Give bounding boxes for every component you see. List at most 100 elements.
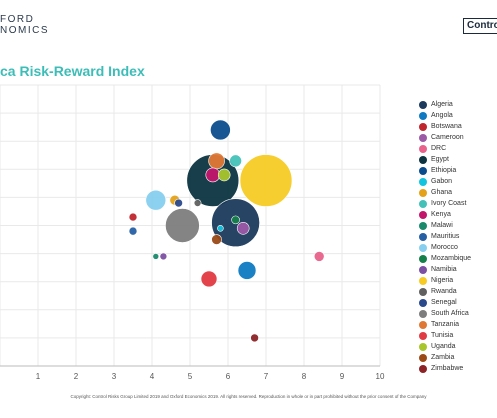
legend-item: Zambia [419, 352, 497, 363]
legend-swatch [419, 364, 427, 373]
legend-label: Nigeria [431, 277, 454, 284]
legend-item: Ethiopia [419, 165, 497, 176]
legend-item: Mozambique [419, 253, 497, 264]
x-tick-label: 3 [112, 372, 117, 381]
legend-label: Senegal [431, 299, 457, 306]
bubble-mozambique [231, 215, 240, 225]
legend-swatch [419, 122, 427, 131]
legend-swatch [419, 353, 427, 362]
legend-swatch [419, 276, 427, 285]
legend-item: Namibia [419, 264, 497, 275]
legend-item: Kenya [419, 209, 497, 220]
legend-swatch [419, 232, 427, 241]
legend-item: Senegal [419, 297, 497, 308]
legend-label: Angola [431, 112, 453, 119]
x-tick-label: 8 [302, 372, 307, 381]
legend-item: Tanzania [419, 319, 497, 330]
legend-label: Uganda [431, 343, 456, 350]
legend-label: Malawi [431, 222, 453, 229]
legend-item: Algeria [419, 99, 497, 110]
legend-item: Egypt [419, 154, 497, 165]
legend-label: Mauritius [431, 233, 460, 240]
bubble-namibia [159, 252, 168, 261]
legend-swatch [419, 155, 427, 164]
legend-item: Morocco [419, 242, 497, 253]
oxford-economics-logo: FORD NOMICS [0, 14, 60, 36]
x-axis-tick-labels: 1 2 3 4 5 6 7 8 9 10 [36, 372, 385, 381]
x-tick-label: 4 [150, 372, 155, 381]
x-tick-label: 9 [340, 372, 345, 381]
legend-label: Cameroon [431, 134, 464, 141]
legend-swatch [419, 309, 427, 318]
legend-swatch [419, 331, 427, 340]
bubble-uganda [217, 168, 231, 182]
legend-swatch [419, 221, 427, 230]
legend-swatch [419, 199, 427, 208]
x-tick-label: 6 [226, 372, 231, 381]
x-tick-label: 2 [74, 372, 79, 381]
legend-swatch [419, 166, 427, 175]
bubble-malawi [152, 253, 160, 260]
bubble-ivory-coast [229, 154, 242, 168]
legend-item: Angola [419, 110, 497, 121]
legend-swatch [419, 254, 427, 263]
bubble-kenya [205, 167, 221, 183]
legend-label: Ivory Coast [431, 200, 467, 207]
legend-item: Uganda [419, 341, 497, 352]
legend-item: Nigeria [419, 275, 497, 286]
control-risks-logo: Contro [463, 18, 497, 34]
bubble-angola [237, 261, 257, 280]
legend: Algeria Angola Botswana Cameroon DRC Egypt Eth… [419, 99, 497, 374]
legend-item: Zimbabwe [419, 363, 497, 374]
legend-label: DRC [431, 145, 447, 152]
legend-item: Ghana [419, 187, 497, 198]
x-tick-label: 7 [264, 372, 269, 381]
legend-item: Tunisia [419, 330, 497, 341]
legend-item: Botswana [419, 121, 497, 132]
legend-item: Ivory Coast [419, 198, 497, 209]
bubble-rwanda [193, 199, 202, 207]
x-tick-label: 10 [376, 372, 385, 381]
legend-swatch [419, 320, 427, 329]
legend-label: Ghana [431, 189, 453, 196]
legend-label: Namibia [431, 266, 457, 273]
legend-label: Zambia [431, 354, 455, 361]
bubbles [128, 119, 325, 343]
bubble-drc [313, 251, 325, 262]
legend-label: Algeria [431, 101, 453, 108]
bubble-tunisia [200, 270, 218, 288]
legend-label: Tunisia [431, 332, 454, 339]
bubble-south-africa [165, 208, 200, 243]
legend-label: Kenya [431, 211, 451, 218]
legend-item: Malawi [419, 220, 497, 231]
legend-swatch [419, 342, 427, 351]
logo-line-1: FORD [0, 14, 35, 25]
legend-swatch [419, 210, 427, 219]
legend-label: Botswana [431, 123, 462, 130]
legend-item: Rwanda [419, 286, 497, 297]
legend-label: Egypt [431, 156, 449, 163]
legend-swatch [419, 265, 427, 274]
legend-item: Mauritius [419, 231, 497, 242]
legend-swatch [419, 188, 427, 197]
legend-label: South Africa [431, 310, 469, 317]
bubble-mauritius [128, 226, 138, 236]
copyright-footer: Copyright: Control Risks Group Limited 2… [70, 394, 427, 399]
bubble-ethiopia [210, 119, 231, 141]
bubble-tanzania [208, 152, 225, 170]
bubble-botswana [128, 212, 138, 222]
x-tick-label: 5 [188, 372, 193, 381]
x-tick-label: 1 [36, 372, 41, 381]
legend-swatch [419, 133, 427, 142]
chart-title: ca Risk-Reward Index [0, 63, 145, 79]
legend-label: Morocco [431, 244, 458, 251]
legend-label: Mozambique [431, 255, 472, 262]
legend-swatch [419, 298, 427, 307]
legend-swatch [419, 111, 427, 120]
bubble-zambia [211, 234, 222, 245]
legend-item: Gabon [419, 176, 497, 187]
bubble-morocco [145, 189, 167, 211]
legend-swatch [419, 177, 427, 186]
legend-swatch [419, 144, 427, 153]
legend-label: Rwanda [431, 288, 457, 295]
